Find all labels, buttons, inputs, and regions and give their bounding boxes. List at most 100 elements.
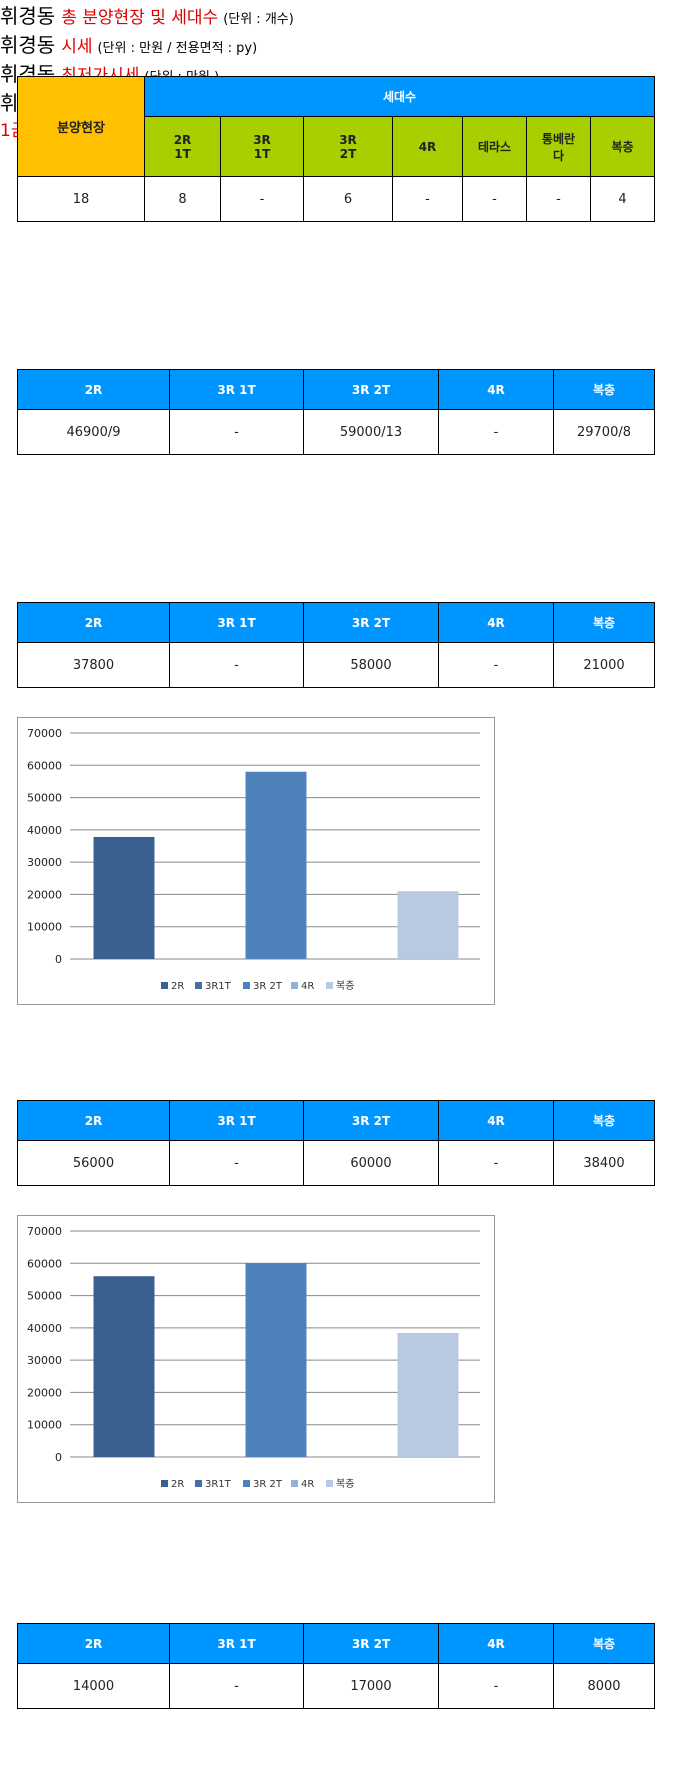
data-cell: - [462, 176, 527, 222]
data-table: 분양현장 세대수 2R 1T 3R 1T 3R 2T 4R 테라스 통베란다 복층 18 8-6- -… [17, 76, 655, 222]
legend-swatch [326, 982, 333, 989]
chart: 0 10000 20000 30000 40000 50000 60000 70000 2R 3R… [17, 717, 495, 1005]
subheader-cell: 2R 1T [144, 116, 221, 177]
data-cell: 18 [17, 176, 145, 222]
header-row: 2R 3R 1T 3R 2T 4R 복층 [17, 1100, 655, 1141]
header-cell: 4R [438, 1623, 554, 1664]
legend-swatch [326, 1480, 333, 1487]
subheader-text: 4R [418, 139, 437, 154]
header-cell: 2R [17, 1623, 170, 1664]
data-cell: - [392, 176, 463, 222]
header-cell: 복층 [553, 369, 655, 410]
legend-swatch [161, 982, 168, 989]
header-row: 분양현장 세대수 [17, 76, 655, 177]
legend-swatch [291, 982, 298, 989]
data-cell: 21000 [553, 642, 655, 688]
y-tick-label: 60000 [27, 759, 62, 772]
subheader-text: 테라스 [477, 140, 512, 154]
heading-title: 휘경동 [0, 4, 56, 28]
subheader-cell: 테라스 [462, 116, 527, 177]
subheader-cell: 통베란다 [526, 116, 591, 177]
header-cell: 3R 1T [169, 1100, 304, 1141]
section-heading: 휘경동 시세 (단위 : 만원 / 전용면적 : py) [0, 29, 675, 58]
header-cell: 3R 1T [169, 369, 304, 410]
heading-unit: (단위 : 개수) [223, 12, 294, 27]
header-cell: 2R [17, 369, 170, 410]
chart: 0 10000 20000 30000 40000 50000 60000 70000 2R 3R… [17, 1215, 495, 1503]
header-cell: 복층 [553, 602, 655, 643]
header-row: 2R 3R 1T 3R 2T 4R 복층 [17, 369, 655, 410]
legend-label: 복층 [336, 1478, 354, 1490]
legend-label: 2R [171, 1479, 184, 1490]
heading-unit: (단위 : 만원 / 전용면적 : py) [97, 41, 258, 56]
heading-highlight: 총 분양현장 및 세대수 [61, 8, 219, 28]
data-row: 37800-58000-21000 [17, 642, 655, 688]
legend-swatch [243, 1480, 250, 1487]
header-cell: 세대수 [144, 76, 655, 117]
header-cell: 3R 2T [303, 1100, 439, 1141]
data-cell: 46900/9 [17, 409, 170, 455]
data-cell: 29700/8 [553, 409, 655, 455]
subheader-cell: 복층 [590, 116, 655, 177]
legend-swatch [161, 1480, 168, 1487]
data-cell: - [438, 642, 554, 688]
data-cell: 56000 [17, 1140, 170, 1186]
header-cell: 2R [17, 602, 170, 643]
header-cell: 4R [438, 602, 554, 643]
subheader-row: 2R 1T 3R 1T 3R 2T 4R 테라스 통베란다 복층 [18, 116, 655, 177]
subheader-text: 3R 1T [253, 132, 271, 161]
y-tick-label: 20000 [27, 888, 62, 901]
header-cell: 복층 [553, 1623, 655, 1664]
data-row: 56000-60000-38400 [17, 1140, 655, 1186]
bar [245, 1263, 307, 1457]
legend-swatch [243, 982, 250, 989]
header-cell: 3R 2T [303, 1623, 439, 1664]
data-cell: - [526, 176, 591, 222]
legend-swatch [291, 1480, 298, 1487]
y-tick-label: 10000 [27, 921, 62, 934]
header-cell: 분양현장 [17, 76, 145, 177]
data-cell: - [438, 1663, 554, 1709]
data-row: 46900/9-59000/13-29700/8 [17, 409, 655, 455]
legend-label: 3R1T [205, 1479, 232, 1490]
subheader-cell: 3R 1T [220, 116, 304, 177]
y-tick-label: 60000 [27, 1257, 62, 1270]
header-row: 2R 3R 1T 3R 2T 4R 복층 [17, 1623, 655, 1664]
section-heading: 휘경동 총 분양현장 및 세대수 (단위 : 개수) [0, 0, 675, 29]
data-cell: - [220, 176, 304, 222]
data-row: 18 8-6- - -4 [17, 176, 655, 222]
header-cell: 3R 1T [169, 602, 304, 643]
subheader-cell: 3R 2T [303, 116, 393, 177]
y-tick-label: 30000 [27, 1354, 62, 1367]
subheader-text: 2R 1T [173, 132, 192, 161]
data-cell: 6 [303, 176, 393, 222]
y-tick-label: 30000 [27, 856, 62, 869]
data-cell: 14000 [17, 1663, 170, 1709]
header-cell: 2R [17, 1100, 170, 1141]
subheader-text: 3R 2T [339, 132, 357, 161]
data-table: 2R 3R 1T 3R 2T 4R 복층 46900/9-59000/13-29700/8 [17, 369, 655, 455]
data-cell: - [438, 1140, 554, 1186]
y-tick-label: 50000 [27, 792, 62, 805]
data-cell: 58000 [303, 642, 439, 688]
y-tick-label: 10000 [27, 1419, 62, 1432]
header-cell: 4R [438, 369, 554, 410]
header-cell: 4R [438, 1100, 554, 1141]
heading-highlight: 시세 [61, 37, 93, 57]
legend-label: 4R [301, 981, 314, 992]
header-row: 2R 3R 1T 3R 2T 4R 복층 [17, 602, 655, 643]
subheader-cell: 4R [392, 116, 463, 177]
data-cell: 59000/13 [303, 409, 439, 455]
data-cell: 38400 [553, 1140, 655, 1186]
data-cell: - [169, 409, 304, 455]
legend-label: 2R [171, 981, 184, 992]
y-tick-label: 40000 [27, 1322, 62, 1335]
data-cell: 60000 [303, 1140, 439, 1186]
legend-label: 복층 [336, 980, 354, 992]
data-table: 2R 3R 1T 3R 2T 4R 복층 14000-17000-8000 [17, 1623, 655, 1709]
bar [245, 771, 307, 959]
data-cell: - [438, 409, 554, 455]
data-cell: - [169, 642, 304, 688]
data-cell: 8 [144, 176, 221, 222]
